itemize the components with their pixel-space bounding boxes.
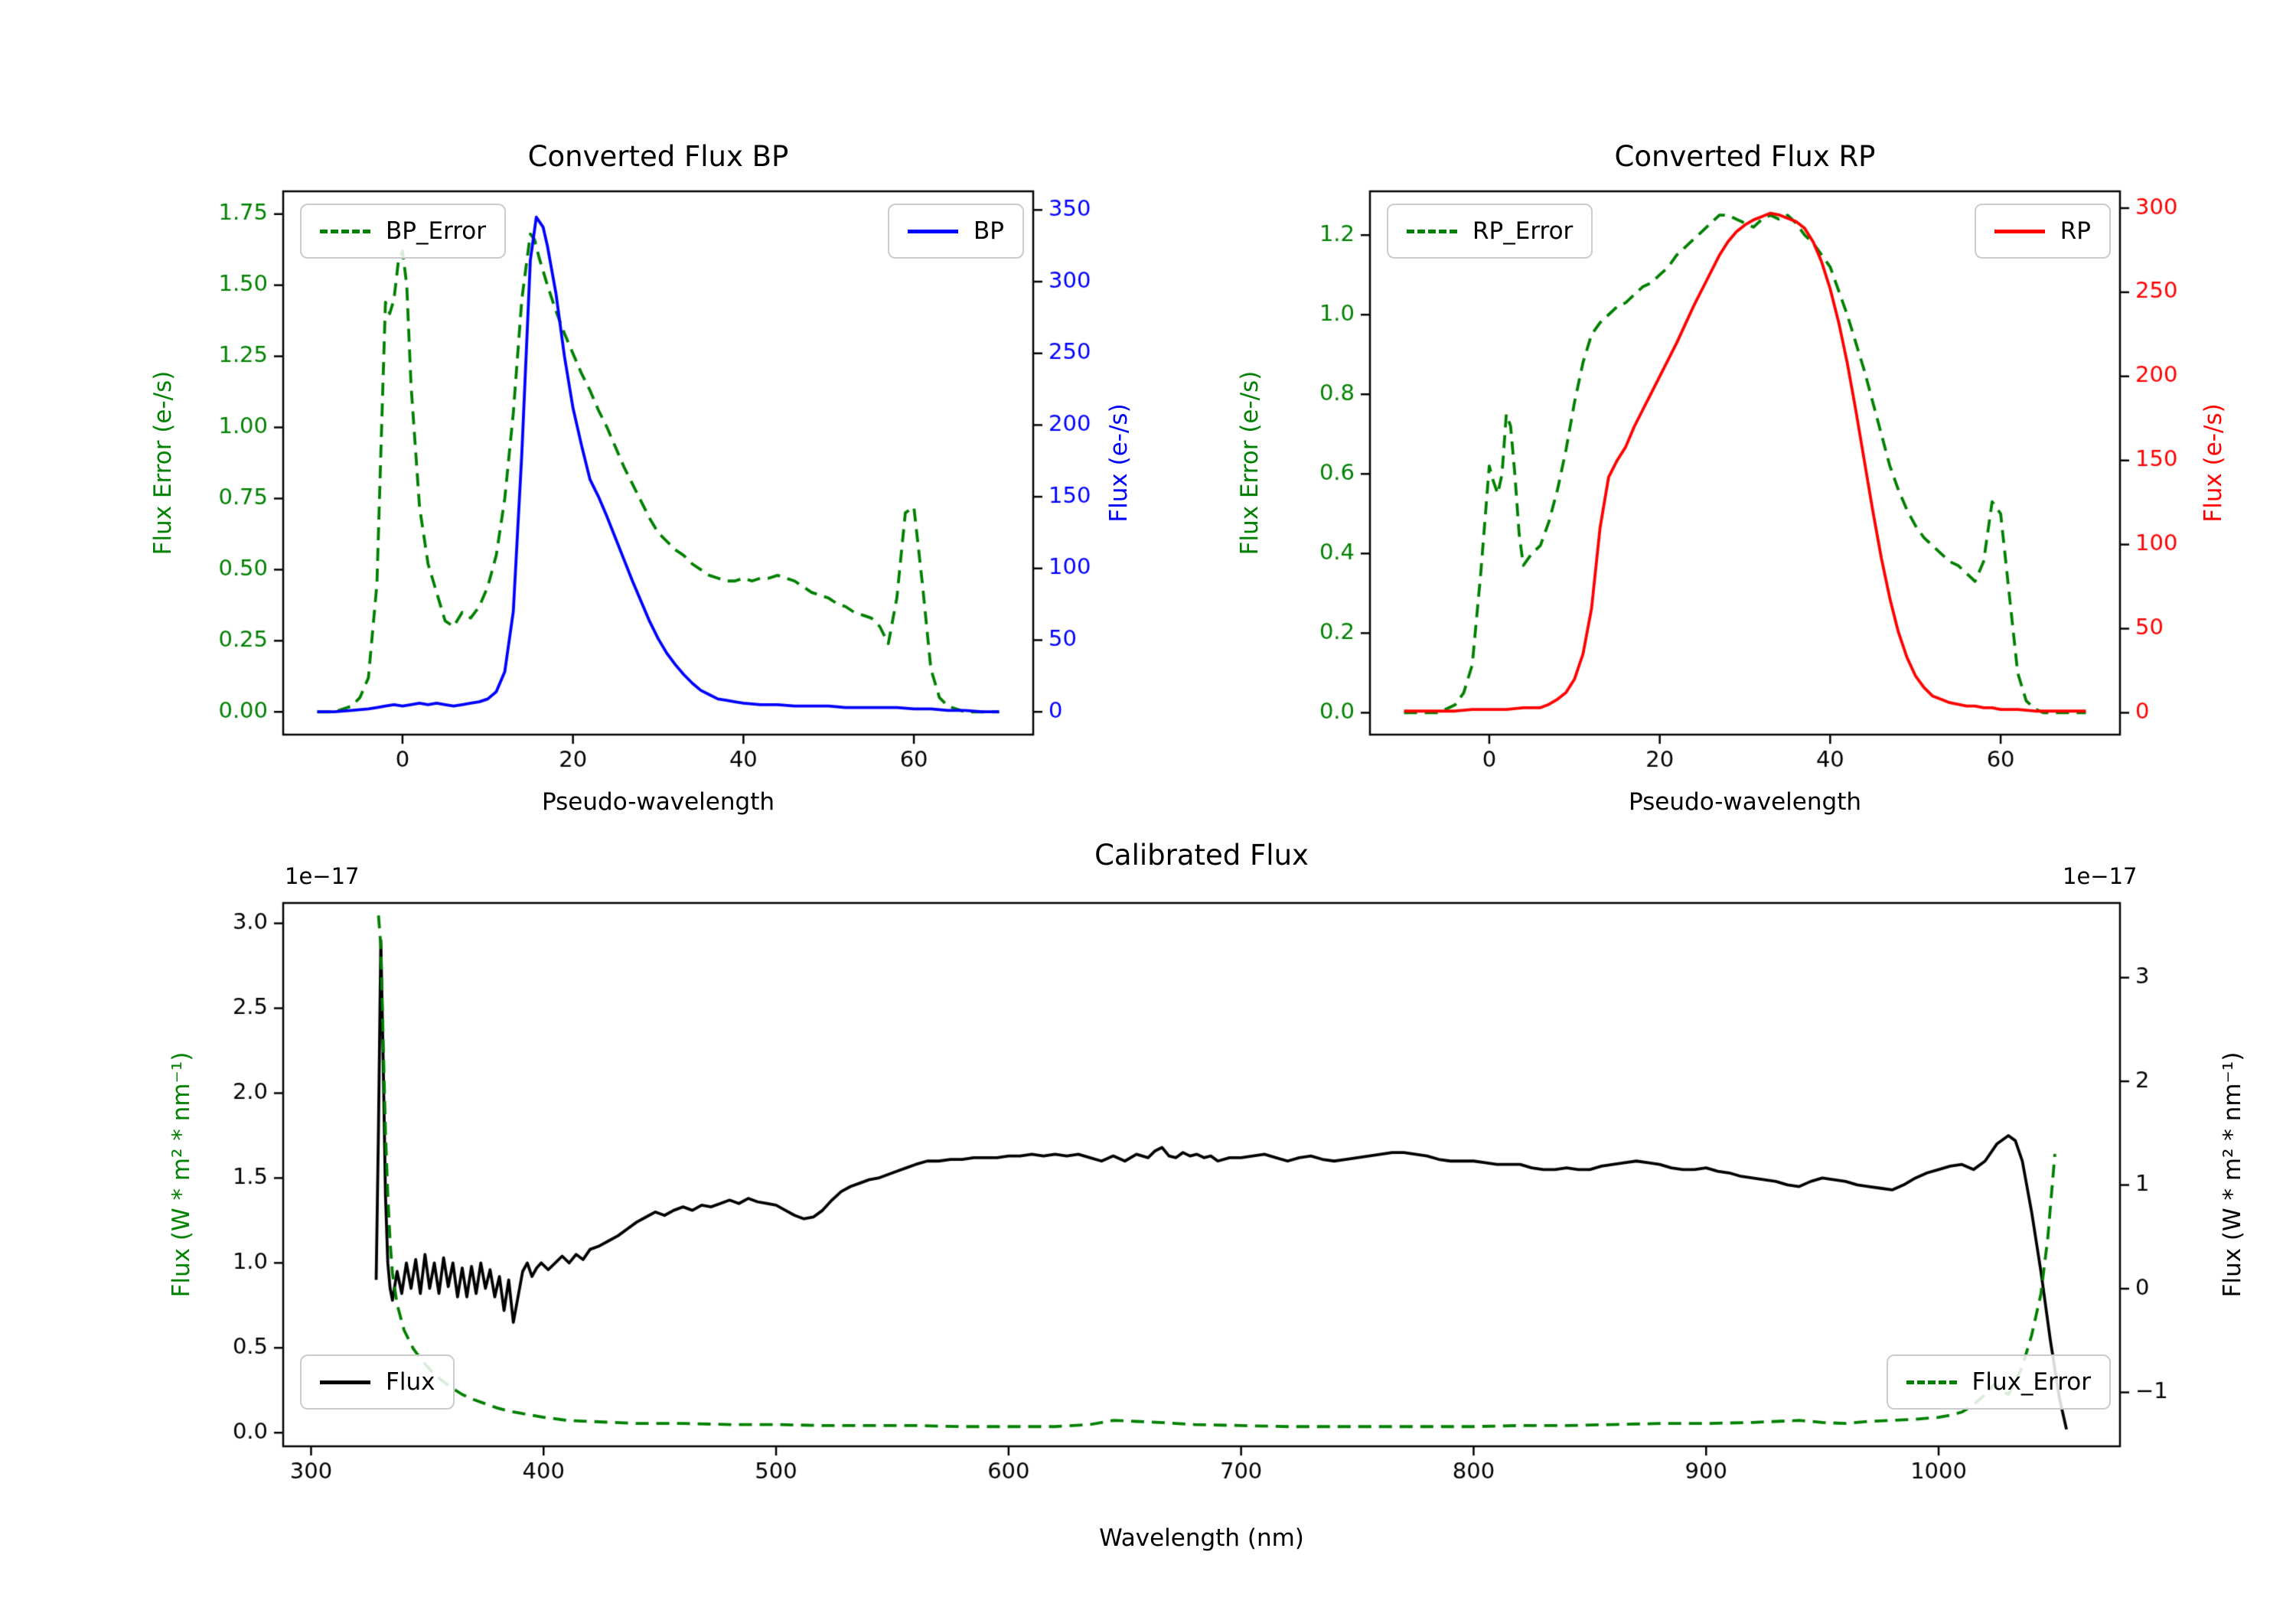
legend-label-flux-error: Flux_Error xyxy=(1971,1368,2092,1396)
offset-text-right-1e-17: 1e−17 xyxy=(2063,863,2138,889)
xlabel-wavelength-nm: Wavelength (nm) xyxy=(1099,1524,1304,1552)
ylabel-calibrated-flux-left: Flux (W * m² * nm⁻¹) xyxy=(168,1051,195,1298)
legend-line-sample-flux-error xyxy=(1906,1380,1957,1384)
legend-line-sample-flux xyxy=(320,1380,370,1384)
ylabel-bp-flux: Flux (e-/s) xyxy=(1105,403,1133,523)
chart-title-converted-flux-rp: Converted Flux RP xyxy=(1614,140,1876,173)
xlabel-pseudo-wavelength-rp: Pseudo-wavelength xyxy=(1628,788,1862,816)
legend-line-sample-bp-error xyxy=(320,229,370,233)
legend-rp: RP xyxy=(1974,204,2111,259)
ylabel-bp-flux-error: Flux Error (e-/s) xyxy=(149,370,177,556)
legend-rp-error: RP_Error xyxy=(1387,204,1593,259)
legend-label-bp: BP xyxy=(974,217,1004,245)
legend-line-sample-rp-error xyxy=(1407,229,1457,233)
legend-flux: Flux xyxy=(300,1354,455,1410)
chart-title-calibrated-flux: Calibrated Flux xyxy=(1094,839,1309,872)
legend-line-sample-rp xyxy=(1994,229,2045,233)
legend-label-bp-error: BP_Error xyxy=(386,217,487,245)
ylabel-rp-flux: Flux (e-/s) xyxy=(2200,403,2227,523)
offset-text-left-1e-17: 1e−17 xyxy=(285,863,360,889)
ylabel-calibrated-flux-right: Flux (W * m² * nm⁻¹) xyxy=(2219,1051,2246,1298)
legend-line-sample-bp xyxy=(908,229,959,233)
legend-flux-error: Flux_Error xyxy=(1886,1354,2111,1410)
xlabel-pseudo-wavelength-bp: Pseudo-wavelength xyxy=(541,788,775,816)
legend-label-rp: RP xyxy=(2060,217,2091,245)
legend-bp-error: BP_Error xyxy=(300,204,507,259)
ylabel-rp-flux-error: Flux Error (e-/s) xyxy=(1236,370,1264,556)
legend-label-rp-error: RP_Error xyxy=(1473,217,1574,245)
chart-title-converted-flux-bp: Converted Flux BP xyxy=(527,140,789,173)
legend-label-flux: Flux xyxy=(386,1368,435,1396)
legend-bp: BP xyxy=(888,204,1024,259)
